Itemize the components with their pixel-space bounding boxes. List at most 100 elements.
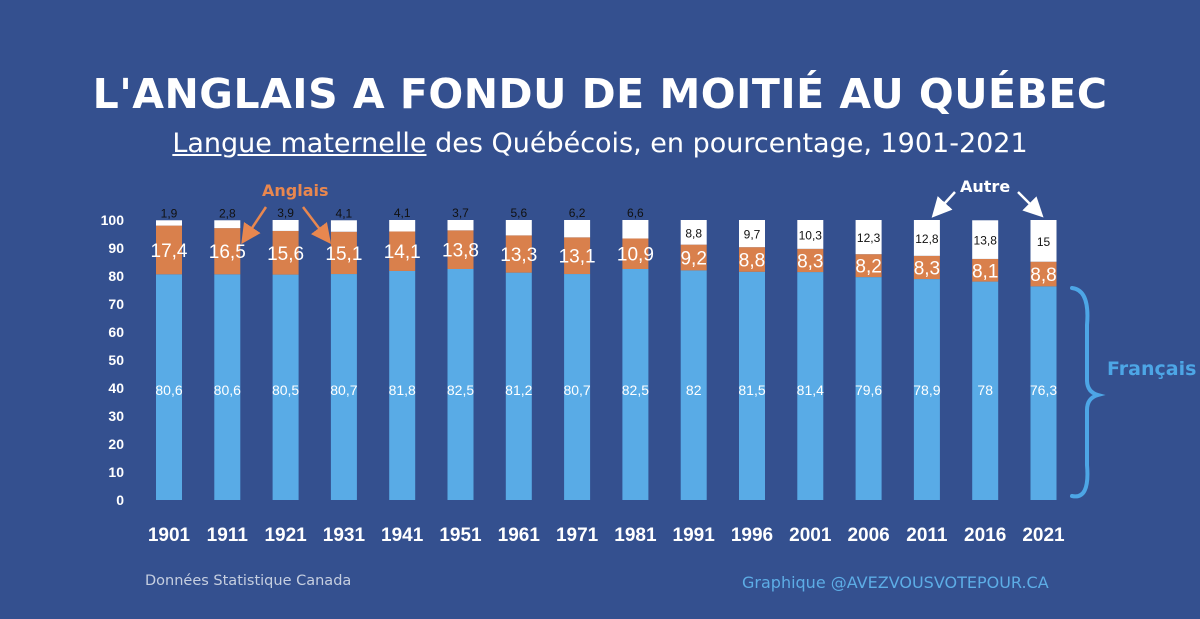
data-label-anglais: 8,8 [1030,265,1056,286]
data-label-francais: 82,5 [622,382,649,398]
data-label-anglais: 13,8 [442,241,479,262]
data-label-anglais: 8,8 [739,250,765,271]
bar-autre [972,220,999,259]
data-label-anglais: 16,5 [209,242,246,263]
bar-autre [214,220,241,229]
bar-autre [1030,220,1057,262]
data-label-francais: 80,7 [563,382,590,398]
bar-anglais [622,238,649,269]
bar-francais [855,277,882,500]
data-label-anglais: 8,3 [914,258,940,279]
data-label-autre: 3,9 [277,206,294,220]
data-label-autre: 12,3 [857,231,881,245]
data-label-francais: 81,8 [389,382,416,398]
data-label-francais: 80,6 [214,382,241,398]
bar-francais [156,274,182,500]
autre-arrow-right [1017,191,1044,218]
data-label-autre: 12,8 [915,232,939,246]
chart-subtitle: Langue maternelle des Québécois, en pour… [0,128,1200,159]
data-label-anglais: 8,3 [797,251,823,272]
y-tick-label: 70 [108,296,124,312]
x-tick-label: 2021 [1022,525,1065,546]
y-axis: 0 10 20 30 40 50 60 70 80 90 100 [101,212,125,508]
data-label-francais: 82,5 [447,382,474,398]
x-tick-label: 1921 [264,525,307,546]
data-label-anglais: 14,1 [384,242,421,263]
data-label-autre: 3,7 [452,206,469,220]
data-label-anglais: 17,4 [151,241,188,262]
data-label-francais: 81,4 [797,382,824,398]
x-tick-label: 1961 [498,525,541,546]
bar-autre [330,220,357,232]
y-tick-label: 60 [108,324,124,340]
bar-autre [564,220,591,238]
anglais-arrow-right [302,206,332,244]
data-label-autre: 2,8 [219,206,236,220]
y-tick-label: 80 [108,268,124,284]
bar-autre [156,220,182,226]
bar-anglais [214,228,241,275]
data-label-francais: 81,2 [505,382,532,398]
x-tick-label: 1971 [556,525,599,546]
bar-francais [214,274,241,500]
bar-anglais [797,248,824,273]
y-tick-label: 10 [108,464,124,480]
bar-francais [330,274,357,500]
bar-francais [913,279,940,500]
data-label-francais: 78 [977,382,993,398]
y-tick-label: 30 [108,408,124,424]
x-tick-label: 1996 [731,525,773,546]
y-tick-label: 40 [108,380,124,396]
x-tick-label: 2006 [847,525,889,546]
data-label-autre: 10,3 [799,228,823,242]
data-label-anglais: 9,2 [680,249,706,270]
anglais-arrow-left [241,206,268,245]
bar-autre [447,220,474,231]
subtitle-rest: des Québécois, en pourcentage, 1901-2021 [426,128,1028,159]
data-label-autre: 15 [1037,235,1051,249]
x-tick-label: 1991 [673,525,716,546]
data-label-autre: 5,6 [510,206,527,220]
bar-autre [797,220,824,249]
bar-anglais [389,231,416,271]
bar-autre [913,220,940,256]
data-label-autre: 4,1 [336,206,353,220]
y-tick-label: 0 [116,492,124,508]
bar-anglais [156,225,182,275]
autre-callout: Autre [960,177,1011,196]
bar-francais [1030,286,1057,500]
data-label-anglais: 13,3 [500,245,537,266]
bar-autre [389,220,416,232]
anglais-callout: Anglais [262,181,329,200]
bar-francais [622,269,649,500]
y-tick-label: 90 [108,240,124,256]
data-label-autre: 6,6 [627,206,644,220]
francais-brace [1070,286,1106,499]
data-label-francais: 81,5 [738,382,765,398]
chart-title: L'ANGLAIS A FONDU DE MOITIÉ AU QUÉBEC [92,70,1108,118]
bar-francais [272,274,299,500]
data-label-anglais: 15,1 [325,244,362,265]
data-label-anglais: 15,6 [267,244,304,265]
bar-anglais [739,247,765,272]
bar-anglais [505,235,532,273]
data-label-autre: 1,9 [161,206,178,220]
bar-anglais [564,237,591,275]
data-label-anglais: 8,2 [855,257,881,278]
bar-francais [797,272,824,500]
data-label-francais: 80,7 [330,382,357,398]
x-tick-label: 2016 [964,525,1006,546]
x-tick-label: 2001 [789,525,832,546]
bar-anglais [447,230,474,269]
data-label-francais: 82 [686,382,702,398]
bar-anglais [330,231,357,275]
source-note: Données Statistique Canada [145,573,352,589]
bar-anglais [855,254,882,278]
y-tick-label: 100 [101,212,125,228]
x-tick-label: 2011 [906,525,948,546]
bar-autre [622,220,649,239]
data-label-autre: 6,2 [569,206,586,220]
x-tick-label: 1951 [439,525,482,546]
bar-autre [855,220,882,255]
